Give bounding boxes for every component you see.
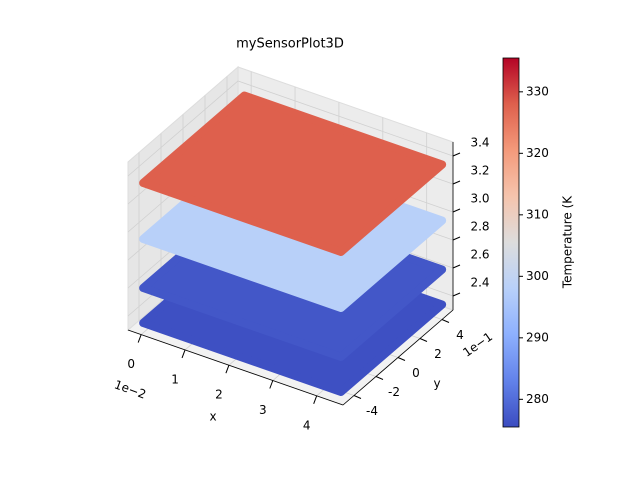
z-tick [452, 152, 461, 157]
z-tick [452, 236, 461, 241]
y-axis-label: y [433, 377, 440, 391]
z-grid-line [127, 80, 454, 177]
x-offset-label: 1e−2 [112, 377, 148, 401]
x-tick-label: 3 [259, 403, 267, 417]
y-tick-label: -4 [366, 404, 378, 418]
colorbar-tick-label: 300 [526, 269, 549, 283]
colorbar-tick-label: 310 [526, 207, 549, 221]
z-tick [452, 180, 461, 185]
colorbar-tick-label: 280 [526, 392, 549, 406]
z-tick-label: 2.8 [470, 220, 489, 234]
y-tick-label: 2 [434, 347, 442, 361]
chart-title: mySensorPlot3D [236, 37, 344, 52]
colorbar-label: Temperature (K [561, 195, 575, 290]
colorbar-tick-label: 290 [526, 330, 549, 344]
y-tick-label: 4 [456, 328, 464, 342]
x-tick [269, 380, 274, 389]
colorbar [502, 57, 520, 428]
x-tick [225, 365, 230, 374]
x-tick-label: 2 [215, 388, 223, 402]
sensor-layer [139, 91, 447, 256]
z-tick-label: 3.4 [470, 136, 489, 150]
y-tick [397, 357, 406, 361]
x-tick-label: 1 [171, 372, 179, 386]
x-axis [127, 329, 344, 406]
z-tick-label: 3.0 [470, 192, 489, 206]
y-tick-label: -2 [388, 385, 400, 399]
y-tick [375, 376, 384, 380]
z-tick [452, 292, 461, 297]
z-tick [452, 264, 461, 269]
x-tick [313, 395, 318, 404]
z-tick-label: 2.4 [470, 276, 489, 290]
y-axis [342, 309, 454, 406]
x-tick-label: 0 [127, 357, 135, 371]
z-tick-label: 3.2 [470, 164, 489, 178]
x-tick-label: 4 [303, 418, 311, 432]
y-tick [353, 395, 362, 399]
y-tick [419, 338, 428, 342]
y-tick [441, 319, 450, 323]
z-tick [452, 208, 461, 213]
colorbar-tick-label: 330 [526, 84, 549, 98]
x-axis-label: x [209, 410, 216, 424]
y-tick-label: 0 [412, 366, 420, 380]
colorbar-tick-label: 320 [526, 146, 549, 160]
x-tick [181, 349, 186, 359]
z-tick-label: 2.6 [470, 248, 489, 262]
y-offset-label: 1e−1 [460, 329, 495, 359]
x-tick [137, 334, 142, 343]
